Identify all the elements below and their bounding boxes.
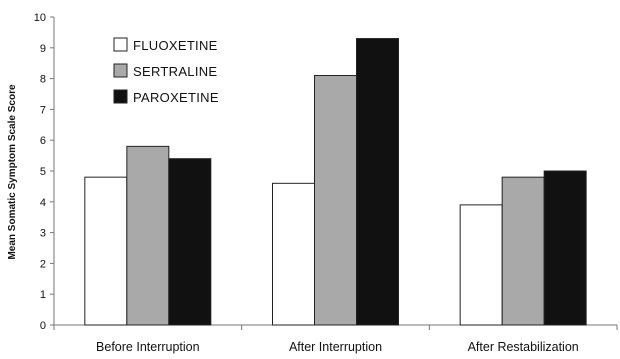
legend-swatch-fluoxetine [113, 37, 128, 52]
y-tick-label: 10 [34, 12, 46, 24]
y-tick-label: 8 [40, 74, 46, 86]
y-tick-label: 7 [40, 104, 46, 116]
legend-swatch-paroxetine [113, 89, 128, 104]
bar-paroxetine [543, 170, 587, 326]
y-tick-label: 5 [40, 166, 46, 178]
legend-label-paroxetine: PAROXETINE [133, 90, 219, 105]
bar-fluoxetine [459, 204, 503, 326]
y-tick-label: 9 [40, 43, 46, 55]
y-axis-label: Mean Somatic Symptom Scale Score [7, 84, 18, 260]
legend-swatch-sertraline [113, 63, 128, 78]
legend-label-sertraline: SERTRALINE [133, 64, 217, 79]
y-tick-label: 0 [40, 320, 46, 332]
x-category-label: Before Interruption [96, 340, 200, 354]
y-tick-label: 1 [40, 289, 46, 301]
legend-label-fluoxetine: FLUOXETINE [133, 38, 218, 53]
bar-sertraline [501, 176, 545, 326]
bar-fluoxetine [272, 182, 315, 326]
y-tick-label: 3 [40, 228, 46, 240]
bar-paroxetine [168, 158, 212, 326]
bar-sertraline [314, 75, 357, 326]
bar-sertraline [126, 145, 170, 326]
bar-fluoxetine [84, 176, 128, 326]
x-category-label: After Restabilization [468, 340, 579, 354]
y-tick-label: 4 [40, 197, 46, 209]
bar-paroxetine [356, 38, 399, 326]
x-category-label: After Interruption [289, 340, 382, 354]
y-tick-label: 6 [40, 135, 46, 147]
y-tick-label: 2 [40, 258, 46, 270]
